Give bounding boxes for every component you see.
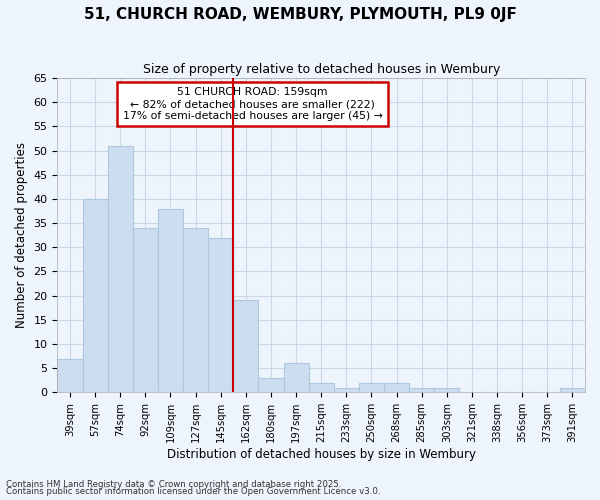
Text: Contains HM Land Registry data © Crown copyright and database right 2025.: Contains HM Land Registry data © Crown c… bbox=[6, 480, 341, 489]
Bar bbox=[334, 388, 359, 392]
Y-axis label: Number of detached properties: Number of detached properties bbox=[15, 142, 28, 328]
Bar bbox=[259, 378, 284, 392]
Bar bbox=[384, 382, 409, 392]
Bar bbox=[409, 388, 434, 392]
Bar bbox=[107, 146, 133, 392]
Title: Size of property relative to detached houses in Wembury: Size of property relative to detached ho… bbox=[143, 62, 500, 76]
Text: 51 CHURCH ROAD: 159sqm
← 82% of detached houses are smaller (222)
17% of semi-de: 51 CHURCH ROAD: 159sqm ← 82% of detached… bbox=[122, 88, 383, 120]
Bar bbox=[208, 238, 233, 392]
Bar bbox=[183, 228, 208, 392]
Bar bbox=[83, 199, 107, 392]
Bar bbox=[308, 382, 334, 392]
Bar bbox=[359, 382, 384, 392]
Bar bbox=[158, 208, 183, 392]
Bar bbox=[560, 388, 585, 392]
X-axis label: Distribution of detached houses by size in Wembury: Distribution of detached houses by size … bbox=[167, 448, 476, 461]
Bar bbox=[233, 300, 259, 392]
Bar bbox=[434, 388, 460, 392]
Bar bbox=[58, 358, 83, 392]
Text: Contains public sector information licensed under the Open Government Licence v3: Contains public sector information licen… bbox=[6, 487, 380, 496]
Text: 51, CHURCH ROAD, WEMBURY, PLYMOUTH, PL9 0JF: 51, CHURCH ROAD, WEMBURY, PLYMOUTH, PL9 … bbox=[83, 8, 517, 22]
Bar bbox=[133, 228, 158, 392]
Bar bbox=[284, 364, 308, 392]
